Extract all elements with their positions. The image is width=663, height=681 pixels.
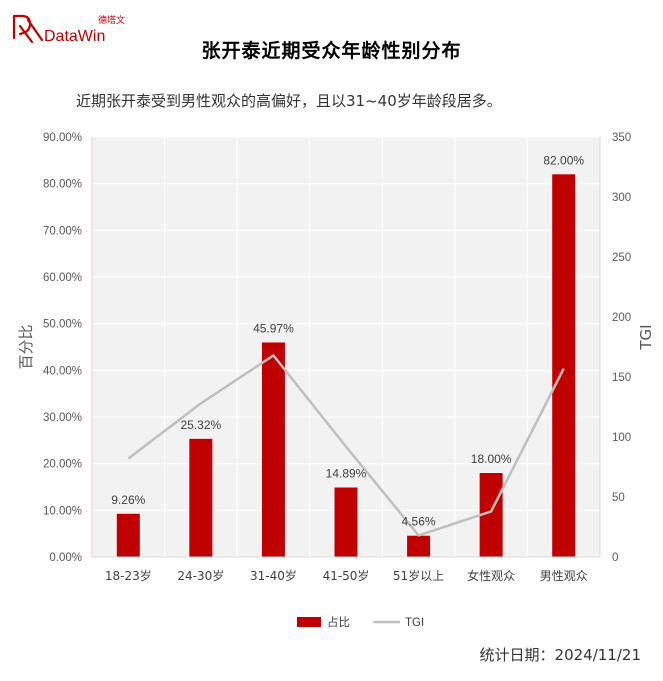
chart-title: 张开泰近期受众年龄性别分布 (201, 40, 462, 62)
bar-value-label: 9.26% (111, 493, 145, 507)
bar (116, 513, 140, 557)
y-tick-label: 50.00% (43, 319, 82, 331)
bar (261, 342, 285, 557)
bar (407, 535, 431, 557)
bar-value-label: 18.00% (471, 452, 512, 466)
y2-tick-label: 250 (612, 252, 631, 264)
y2-tick-label: 200 (612, 312, 631, 324)
bar (189, 438, 213, 557)
bar-value-label: 82.00% (543, 153, 584, 167)
x-tick-label: 31-40岁 (250, 568, 297, 583)
y2-axis-title: TGI (637, 324, 655, 350)
bar-value-label: 25.32% (181, 418, 222, 432)
y2-tick-label: 350 (612, 132, 631, 144)
x-tick-label: 男性观众 (540, 569, 588, 583)
legend-label-line: TGI (405, 617, 424, 629)
x-tick-label: 24-30岁 (177, 568, 224, 583)
logo-cn-text: 德塔文 (98, 14, 125, 26)
x-tick-label: 18-23岁 (105, 568, 152, 583)
y-tick-label: 30.00% (43, 412, 82, 424)
x-tick-label: 女性观众 (467, 568, 515, 583)
y-tick-label: 60.00% (43, 272, 82, 284)
x-tick-label: 41-50岁 (323, 568, 370, 583)
y2-tick-label: 50 (612, 492, 625, 504)
bar-value-label: 45.97% (253, 321, 294, 335)
y2-tick-label: 150 (612, 372, 631, 384)
y-axis-title: 百分比 (17, 324, 35, 369)
y-tick-label: 10.00% (43, 505, 82, 517)
y-tick-label: 90.00% (43, 132, 82, 144)
legend-label-bar: 占比 (327, 615, 350, 629)
datawin-logo: 德塔文 DataWin (8, 8, 138, 48)
bar (479, 473, 503, 557)
y-tick-label: 40.00% (43, 365, 82, 377)
y-tick-label: 70.00% (43, 225, 82, 237)
bar (552, 174, 576, 558)
bar-value-label: 14.89% (326, 467, 367, 481)
y-tick-label: 20.00% (43, 459, 82, 471)
plot-area (92, 137, 600, 557)
y2-tick-label: 0 (612, 552, 618, 564)
y-tick-label: 0.00% (49, 552, 82, 564)
chart-subtitle: 近期张开泰受到男性观众的高偏好，且以31~40岁年龄段居多。 (76, 92, 502, 110)
legend-swatch-bar (297, 617, 321, 627)
logo-brand-text: DataWin (44, 28, 105, 45)
bar (334, 487, 358, 557)
stat-date: 统计日期：2024/11/21 (479, 646, 641, 664)
y2-tick-label: 300 (612, 192, 631, 204)
y2-tick-label: 100 (612, 432, 631, 444)
bar-value-label: 4.56% (402, 515, 436, 529)
y-tick-label: 80.00% (43, 179, 82, 191)
x-tick-label: 51岁以上 (393, 568, 444, 583)
